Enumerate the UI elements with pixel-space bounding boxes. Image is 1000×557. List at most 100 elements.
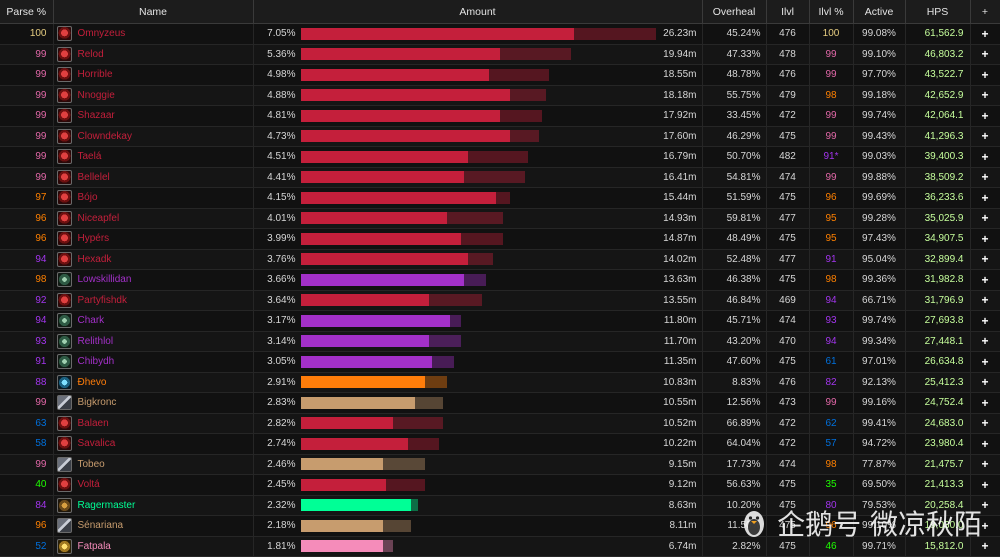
expand-row-button[interactable]: + xyxy=(970,515,1000,537)
name-cell[interactable]: Chark xyxy=(53,310,254,332)
name-cell[interactable]: Bójo xyxy=(53,187,254,209)
expand-row-button[interactable]: + xyxy=(970,64,1000,86)
player-name[interactable]: Tobeo xyxy=(77,458,105,470)
player-name[interactable]: Đhevo xyxy=(77,376,107,388)
expand-row-button[interactable]: + xyxy=(970,310,1000,332)
table-row[interactable]: 99 Clowndekay 4.73% 17.60m 46.29% 475 99… xyxy=(0,126,1000,147)
name-cell[interactable]: Voltá xyxy=(53,474,254,496)
player-name[interactable]: Hexadk xyxy=(77,253,112,265)
name-header[interactable]: Name xyxy=(53,0,254,24)
expand-row-button[interactable]: + xyxy=(970,228,1000,250)
ilvl-header[interactable]: Ilvl xyxy=(766,0,810,24)
name-cell[interactable]: Horrible xyxy=(53,64,254,86)
name-cell[interactable]: Hexadk xyxy=(53,249,254,270)
expand-row-button[interactable]: + xyxy=(970,85,1000,106)
name-cell[interactable]: Taelá xyxy=(53,146,254,168)
player-name[interactable]: Niceapfel xyxy=(77,212,120,224)
table-row[interactable]: 99 Bellelel 4.41% 16.41m 54.81% 474 99 9… xyxy=(0,167,1000,188)
overheal-header[interactable]: Overheal xyxy=(702,0,767,24)
table-row[interactable]: 96 Sénariana 2.18% 8.11m 11.50% 475 96 9… xyxy=(0,515,1000,537)
name-cell[interactable]: Đhevo xyxy=(53,372,254,393)
player-name[interactable]: Chark xyxy=(77,315,105,327)
table-row[interactable]: 40 Voltá 2.45% 9.12m 56.63% 475 35 69.50… xyxy=(0,474,1000,496)
name-cell[interactable]: Sénariana xyxy=(53,515,254,537)
table-row[interactable]: 93 Relithlol 3.14% 11.70m 43.20% 470 94 … xyxy=(0,331,1000,352)
player-name[interactable]: Partyfishdk xyxy=(77,294,127,306)
expand-row-button[interactable]: + xyxy=(970,331,1000,352)
table-row[interactable]: 92 Partyfishdk 3.64% 13.55m 46.84% 469 9… xyxy=(0,290,1000,311)
table-row[interactable]: 99 Bigkronc 2.83% 10.55m 12.56% 473 99 9… xyxy=(0,392,1000,414)
table-row[interactable]: 94 Hexadk 3.76% 14.02m 52.48% 477 91 95.… xyxy=(0,249,1000,270)
expand-row-button[interactable]: + xyxy=(970,290,1000,311)
name-cell[interactable]: Bigkronc xyxy=(53,392,254,414)
player-name[interactable]: Savalica xyxy=(77,438,116,450)
expand-row-button[interactable]: + xyxy=(970,372,1000,393)
player-name[interactable]: Relod xyxy=(77,48,104,60)
player-name[interactable]: Nnoggie xyxy=(77,89,115,101)
active-header[interactable]: Active xyxy=(853,0,906,24)
name-cell[interactable]: Fatpala xyxy=(53,536,254,557)
name-cell[interactable]: Nnoggie xyxy=(53,85,254,106)
name-cell[interactable]: Clowndekay xyxy=(53,126,254,147)
player-name[interactable]: Relithlol xyxy=(77,335,114,347)
expand-row-button[interactable]: + xyxy=(970,269,1000,291)
player-name[interactable]: Shazaar xyxy=(77,110,115,122)
expand-all-header[interactable]: + xyxy=(970,0,1000,24)
table-row[interactable]: 88 Đhevo 2.91% 10.83m 8.83% 476 82 92.13… xyxy=(0,372,1000,393)
expand-row-button[interactable]: + xyxy=(970,392,1000,414)
name-cell[interactable]: Lowskillidan xyxy=(53,269,254,291)
table-row[interactable]: 52 Fatpala 1.81% 6.74m 2.82% 475 46 99.7… xyxy=(0,536,1000,557)
name-cell[interactable]: Partyfishdk xyxy=(53,290,254,311)
expand-row-button[interactable]: + xyxy=(970,413,1000,434)
expand-row-button[interactable]: + xyxy=(970,105,1000,127)
table-row[interactable]: 96 Hypérs 3.99% 14.87m 48.49% 475 95 97.… xyxy=(0,228,1000,250)
table-row[interactable]: 98 Lowskillidan 3.66% 13.63m 46.38% 475 … xyxy=(0,269,1000,291)
table-row[interactable]: 63 Balaen 2.82% 10.52m 66.89% 472 62 99.… xyxy=(0,413,1000,434)
table-row[interactable]: 84 Ragermaster 2.32% 8.63m 10.20% 475 80… xyxy=(0,495,1000,516)
name-cell[interactable]: Relithlol xyxy=(53,331,254,352)
expand-row-button[interactable]: + xyxy=(970,126,1000,147)
expand-row-button[interactable]: + xyxy=(970,536,1000,557)
table-row[interactable]: 100 Omnyzeus 7.05% 26.23m 45.24% 476 100… xyxy=(0,23,1000,45)
player-name[interactable]: Horrible xyxy=(77,69,113,81)
expand-row-button[interactable]: + xyxy=(970,208,1000,229)
player-name[interactable]: Ragermaster xyxy=(77,499,136,511)
name-cell[interactable]: Relod xyxy=(53,44,254,65)
table-row[interactable]: 99 Shazaar 4.81% 17.92m 33.45% 472 99 99… xyxy=(0,105,1000,127)
table-row[interactable]: 99 Tobeo 2.46% 9.15m 17.73% 474 98 77.87… xyxy=(0,454,1000,475)
player-name[interactable]: Lowskillidan xyxy=(77,274,132,286)
player-name[interactable]: Bójo xyxy=(77,192,98,204)
player-name[interactable]: Omnyzeus xyxy=(77,28,126,40)
table-row[interactable]: 58 Savalica 2.74% 10.22m 64.04% 472 57 9… xyxy=(0,433,1000,455)
expand-row-button[interactable]: + xyxy=(970,351,1000,373)
table-row[interactable]: 91 Chibydh 3.05% 11.35m 47.60% 475 61 97… xyxy=(0,351,1000,373)
name-cell[interactable]: Tobeo xyxy=(53,454,254,475)
player-name[interactable]: Clowndekay xyxy=(77,130,132,142)
player-name[interactable]: Voltá xyxy=(77,479,100,491)
player-name[interactable]: Sénariana xyxy=(77,520,124,532)
expand-row-button[interactable]: + xyxy=(970,495,1000,516)
table-row[interactable]: 99 Nnoggie 4.88% 18.18m 55.75% 479 98 99… xyxy=(0,85,1000,106)
parse-header[interactable]: Parse % xyxy=(0,0,54,24)
table-row[interactable]: 94 Chark 3.17% 11.80m 45.71% 474 93 99.7… xyxy=(0,310,1000,332)
player-name[interactable]: Fatpala xyxy=(77,540,111,552)
table-row[interactable]: 99 Taelá 4.51% 16.79m 50.70% 482 91* 99.… xyxy=(0,146,1000,168)
table-row[interactable]: 97 Bójo 4.15% 15.44m 51.59% 475 96 99.69… xyxy=(0,187,1000,209)
expand-row-button[interactable]: + xyxy=(970,23,1000,45)
player-name[interactable]: Taelá xyxy=(77,151,102,163)
name-cell[interactable]: Niceapfel xyxy=(53,208,254,229)
name-cell[interactable]: Savalica xyxy=(53,433,254,455)
player-name[interactable]: Hypérs xyxy=(77,233,110,245)
expand-row-button[interactable]: + xyxy=(970,433,1000,455)
expand-row-button[interactable]: + xyxy=(970,249,1000,270)
player-name[interactable]: Chibydh xyxy=(77,356,115,368)
ilvl-pct-header[interactable]: Ilvl % xyxy=(809,0,854,24)
name-cell[interactable]: Chibydh xyxy=(53,351,254,373)
hps-header[interactable]: HPS xyxy=(905,0,971,24)
expand-row-button[interactable]: + xyxy=(970,454,1000,475)
table-row[interactable]: 96 Niceapfel 4.01% 14.93m 59.81% 477 95 … xyxy=(0,208,1000,229)
name-cell[interactable]: Bellelel xyxy=(53,167,254,188)
expand-row-button[interactable]: + xyxy=(970,44,1000,65)
expand-row-button[interactable]: + xyxy=(970,146,1000,168)
name-cell[interactable]: Hypérs xyxy=(53,228,254,250)
